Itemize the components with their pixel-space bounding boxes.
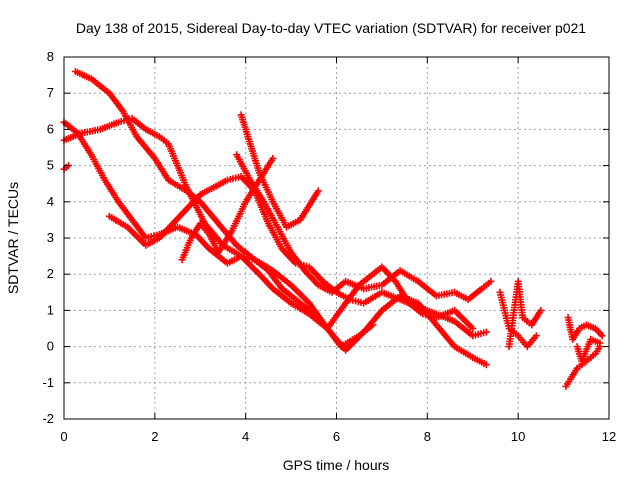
data-point bbox=[482, 361, 490, 369]
data-points bbox=[60, 68, 606, 390]
y-tick-label: 5 bbox=[47, 158, 54, 173]
x-tick-label: 8 bbox=[424, 429, 431, 444]
x-tick-label: 6 bbox=[333, 429, 340, 444]
y-tick-label: 0 bbox=[47, 339, 54, 354]
data-point bbox=[596, 339, 604, 347]
series-track-10 bbox=[505, 277, 545, 351]
data-point bbox=[537, 306, 545, 314]
data-point bbox=[469, 325, 477, 332]
y-tick-label: 2 bbox=[47, 266, 54, 281]
series-track-6 bbox=[237, 111, 322, 231]
y-tick-label: 1 bbox=[47, 302, 54, 317]
x-tick-label: 12 bbox=[602, 429, 616, 444]
data-point bbox=[532, 332, 540, 340]
data-point bbox=[598, 332, 606, 340]
data-point bbox=[487, 277, 495, 285]
series-track-12 bbox=[564, 314, 606, 343]
y-tick-label: -1 bbox=[42, 375, 54, 390]
series-track-7 bbox=[233, 151, 495, 303]
y-tick-label: -2 bbox=[42, 411, 54, 426]
x-tick-label: 2 bbox=[151, 429, 158, 444]
y-tick-label: 4 bbox=[47, 194, 54, 209]
series-track-13 bbox=[573, 335, 604, 365]
y-axis-label: SDTVAR / TECUs bbox=[5, 182, 21, 294]
data-point bbox=[314, 187, 322, 195]
y-tick-label: 6 bbox=[47, 121, 54, 136]
x-tick-label: 4 bbox=[242, 429, 249, 444]
chart-title: Day 138 of 2015, Sidereal Day-to-day VTE… bbox=[76, 20, 586, 36]
x-tick-label: 0 bbox=[60, 429, 67, 444]
data-point bbox=[482, 328, 490, 336]
x-axis-label: GPS time / hours bbox=[283, 457, 390, 473]
data-point bbox=[269, 154, 277, 162]
y-tick-label: 8 bbox=[47, 49, 54, 64]
x-tick-label: 10 bbox=[511, 429, 525, 444]
y-tick-label: 7 bbox=[47, 85, 54, 100]
series-track-4 bbox=[105, 173, 490, 340]
y-tick-label: 3 bbox=[47, 230, 54, 245]
